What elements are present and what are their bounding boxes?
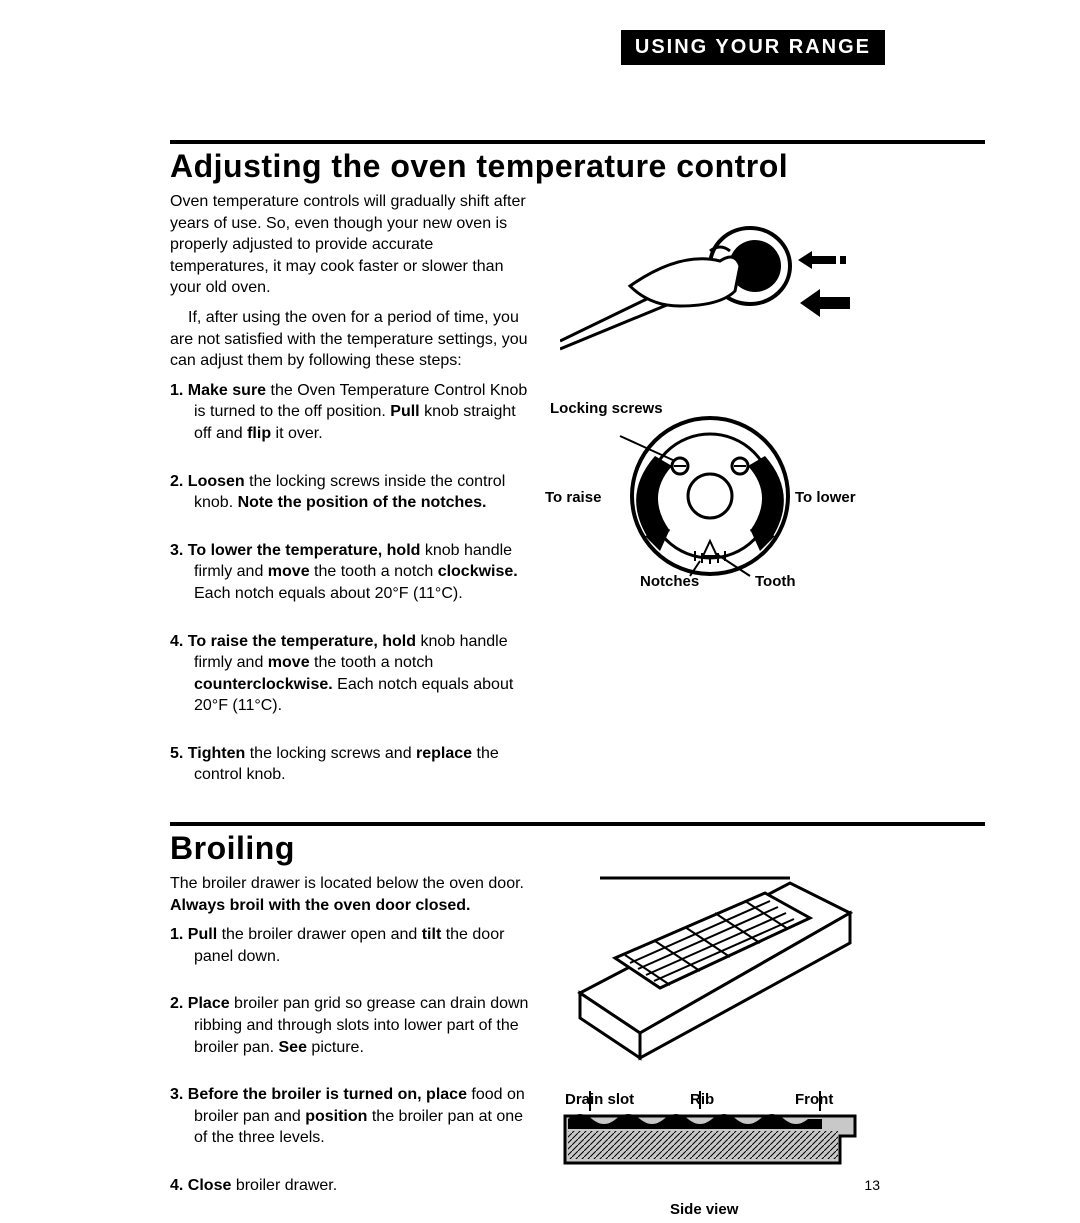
intro-text: The broiler drawer is located below the …: [170, 875, 524, 892]
step-lead: Make sure: [188, 382, 266, 399]
manual-page: USING YOUR RANGE Adjusting the oven temp…: [0, 0, 1080, 1211]
step-bold: move: [268, 563, 310, 580]
step-lead: Pull: [188, 926, 217, 943]
intro-paragraph: The broiler drawer is located below the …: [170, 873, 530, 916]
step-bold: flip: [247, 425, 271, 442]
step-bold: replace: [416, 745, 472, 762]
label-front: Front: [795, 1091, 833, 1108]
step-item: 5. Tighten the locking screws and replac…: [170, 743, 530, 786]
label-text: Locking screws: [550, 400, 663, 417]
text-column: Oven temperature controls will gradually…: [170, 191, 530, 812]
step-number: 4.: [170, 633, 183, 650]
step-text: the broiler drawer open and: [217, 926, 422, 943]
step-bold: counterclockwise.: [194, 676, 333, 693]
step-item: 3. Before the broiler is turned on, plac…: [170, 1084, 530, 1149]
step-text: Each notch equals about 20°F (11°C).: [194, 585, 463, 602]
step-item: 2. Loosen the locking screws inside the …: [170, 471, 530, 514]
section-title: Adjusting the oven temperature control: [170, 148, 985, 185]
step-number: 1.: [170, 926, 183, 943]
knob-pull-diagram: [560, 211, 985, 401]
step-number: 5.: [170, 745, 183, 762]
label-to-lower: To lower: [795, 489, 856, 506]
step-text: the locking screws and: [245, 745, 416, 762]
step-lead: Loosen: [188, 473, 245, 490]
step-lead: Tighten: [188, 745, 245, 762]
step-item: 1. Make sure the Oven Temperature Contro…: [170, 380, 530, 445]
step-number: 2.: [170, 995, 183, 1012]
step-lead: To raise the temperature, hold: [188, 633, 416, 650]
broiler-drawer-icon: [560, 873, 860, 1063]
section-title: Broiling: [170, 830, 985, 867]
step-lead: To lower the temperature, hold: [188, 542, 421, 559]
steps-list: 1. Make sure the Oven Temperature Contro…: [170, 380, 530, 786]
knob-back-diagram: Locking screws To raise To lower Notches…: [560, 401, 985, 611]
label-notches: Notches: [640, 573, 699, 590]
label-tooth: Tooth: [755, 573, 796, 590]
section-band: USING YOUR RANGE: [621, 30, 885, 65]
step-lead: Before the broiler is turned on, place: [188, 1086, 467, 1103]
step-bold: move: [268, 654, 310, 671]
step-bold: position: [305, 1108, 367, 1125]
rule: [170, 140, 985, 144]
step-lead: Close: [188, 1177, 232, 1194]
label-side-view: Side view: [670, 1201, 738, 1218]
steps-list: 1. Pull the broiler drawer open and tilt…: [170, 924, 530, 1196]
step-bold: clockwise.: [438, 563, 518, 580]
step-item: 2. Place broiler pan grid so grease can …: [170, 993, 530, 1058]
step-text: the tooth a notch: [310, 563, 438, 580]
broiler-side-view-diagram: Drain slot Rib Front: [560, 1091, 985, 1221]
step-number: 2.: [170, 473, 183, 490]
step-item: 1. Pull the broiler drawer open and tilt…: [170, 924, 530, 967]
step-text: picture.: [307, 1039, 364, 1056]
label-locking-screws: Locking screws: [550, 401, 663, 418]
step-number: 1.: [170, 382, 183, 399]
diagram-column: Locking screws To raise To lower Notches…: [560, 191, 985, 812]
step-number: 4.: [170, 1177, 183, 1194]
step-bold: Pull: [390, 403, 419, 420]
label-to-raise: To raise: [545, 489, 601, 506]
intro-paragraph: If, after using the oven for a period of…: [170, 307, 530, 372]
step-text: broiler drawer.: [231, 1177, 337, 1194]
step-number: 3.: [170, 542, 183, 559]
step-text: it over.: [271, 425, 323, 442]
step-bold: tilt: [422, 926, 442, 943]
step-bold: See: [279, 1039, 307, 1056]
section-1-body: Oven temperature controls will gradually…: [170, 191, 985, 812]
label-rib: Rib: [690, 1091, 714, 1108]
broiler-drawer-diagram: [560, 873, 985, 1073]
step-item: 3. To lower the temperature, hold knob h…: [170, 540, 530, 605]
step-number: 3.: [170, 1086, 183, 1103]
page-number: 13: [864, 1177, 880, 1193]
section-2-body: The broiler drawer is located below the …: [170, 873, 985, 1223]
knob-hand-icon: [560, 211, 860, 351]
step-item: 4. To raise the temperature, hold knob h…: [170, 631, 530, 717]
label-drain-slot: Drain slot: [565, 1091, 634, 1108]
step-text: the tooth a notch: [310, 654, 434, 671]
intro-bold: Always broil with the oven door closed.: [170, 897, 471, 914]
intro-paragraph: Oven temperature controls will gradually…: [170, 191, 530, 299]
diagram-column: Drain slot Rib Front: [560, 873, 985, 1223]
step-bold: Note the position of the notches.: [238, 494, 487, 511]
step-lead: Place: [188, 995, 230, 1012]
text-column: The broiler drawer is located below the …: [170, 873, 530, 1223]
step-item: 4. Close broiler drawer.: [170, 1175, 530, 1197]
rule: [170, 822, 985, 826]
